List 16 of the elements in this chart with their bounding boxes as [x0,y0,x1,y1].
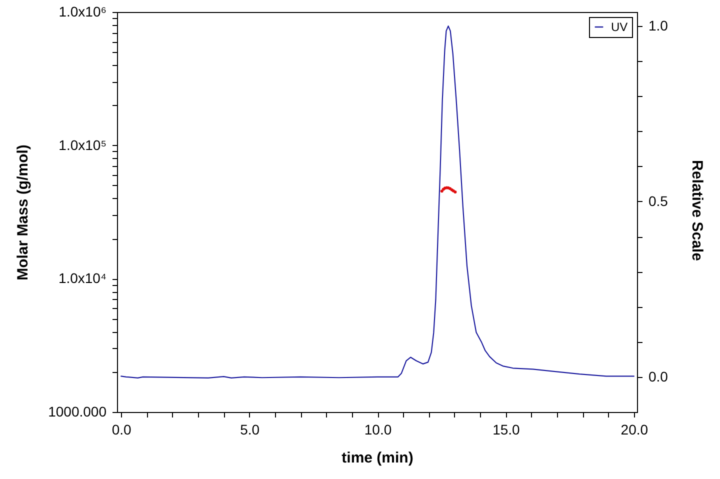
y2-tick-label: 1.0 [648,18,668,34]
x-tick-label: 15.0 [492,422,520,438]
y2-tick-label: 0.5 [648,192,668,209]
x-axis-title: time (min) [342,450,414,466]
y-axis-title: Molar Mass (g/mol) [14,144,32,280]
y-tick-label: 1.0x10⁶ [58,4,106,20]
x-tick-label: 10.0 [364,422,392,438]
legend-label: UV [611,20,628,34]
y-tick-label: 1.0x10⁵ [58,136,106,153]
y2-tick-label: 0.0 [648,368,668,384]
x-tick-label: 0.0 [112,422,132,438]
y2-axis-title: Relative Scale [688,160,706,261]
x-tick-label: 20.0 [620,422,648,438]
y-tick-label: 1.0x10⁴ [58,270,106,286]
y-tick-label: 1000.000 [48,404,107,420]
x-tick-label: 5.0 [240,422,260,438]
